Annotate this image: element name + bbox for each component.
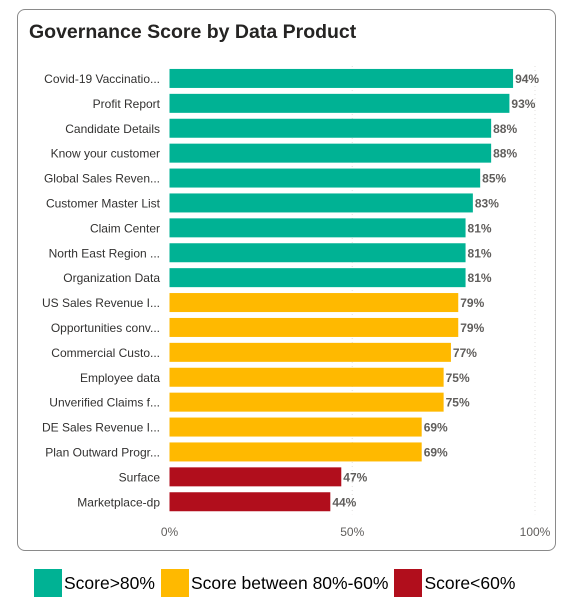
category-label: Organization Data [63,271,160,285]
category-label: Customer Master List [46,196,161,210]
legend-swatch [34,569,62,597]
legend-swatch [394,569,423,597]
bar [169,317,459,337]
legend-swatch [160,569,189,597]
data-label: 77% [453,346,477,360]
bar [169,118,492,138]
bar [169,93,510,113]
category-label: US Sales Revenue I... [42,296,160,310]
bar-chart: 0% 50% 100% Covid-19 Vaccinatio... 94% Profit… [42,66,551,539]
bar [169,218,466,238]
chart-legend: Score>80% Score between 80%-60% Score<60% [34,568,521,598]
data-label: 69% [424,421,448,435]
category-label: Know your customer [51,147,160,161]
bar [169,492,331,512]
category-label: North East Region ... [49,246,160,260]
data-label: 81% [468,246,492,260]
legend-label: Score>80% [64,572,155,593]
category-label: Plan Outward Progr... [45,445,160,459]
bar [169,268,466,288]
data-label: 94% [515,72,539,86]
bar [169,193,473,213]
data-label: 88% [493,147,517,161]
category-label: Employee data [80,371,160,385]
bar [169,243,466,263]
data-label: 83% [475,196,499,210]
chart-title: Governance Score by Data Product [29,21,357,43]
data-label: 93% [511,97,535,111]
data-label: 79% [460,321,484,335]
category-label: Surface [119,470,161,484]
data-label: 69% [424,445,448,459]
category-label: Opportunities conv... [51,321,160,335]
legend-item: Score>80% [34,569,155,597]
data-label: 88% [493,122,517,136]
data-label: 75% [446,396,470,410]
bar [169,168,481,188]
category-label: Marketplace-dp [77,495,160,509]
data-label: 75% [446,371,470,385]
x-tick-label: 100% [520,525,551,539]
bar [169,367,444,387]
bar [169,342,451,362]
category-label: DE Sales Revenue I... [42,421,160,435]
x-tick-label: 0% [161,525,179,539]
bar [169,392,444,412]
x-tick-label: 50% [340,525,364,539]
category-label: Global Sales Reven... [44,172,160,186]
legend-item: Score between 80%-60% [160,569,389,597]
data-label: 79% [460,296,484,310]
bar [169,467,342,487]
data-label: 85% [482,172,506,186]
category-label: Profit Report [93,97,161,111]
bar [169,293,459,313]
data-label: 81% [468,271,492,285]
category-label: Covid-19 Vaccinatio... [44,72,160,86]
bar [169,68,514,88]
bar [169,442,422,462]
data-label: 44% [332,495,356,509]
legend-label: Score<60% [424,572,516,593]
bar [169,417,422,437]
data-label: 81% [468,221,492,235]
legend-label: Score between 80%-60% [190,572,389,593]
bar [169,143,492,163]
category-label: Claim Center [90,221,160,235]
category-label: Unverified Claims f... [49,396,160,410]
data-label: 47% [343,470,367,484]
category-label: Candidate Details [65,122,160,136]
category-label: Commercial Custo... [51,346,160,360]
legend-item: Score<60% [394,569,515,597]
